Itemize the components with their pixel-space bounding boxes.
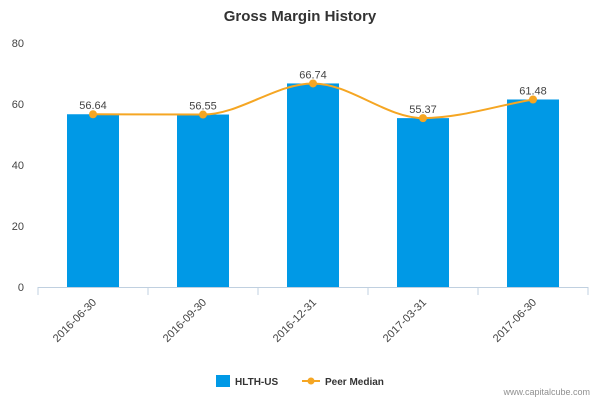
- bar-2016-09-30[interactable]: [177, 114, 229, 288]
- legend-item-bar-series[interactable]: HLTH-US: [216, 375, 278, 388]
- bar-2016-12-31[interactable]: [287, 83, 339, 288]
- bar-2017-06-30[interactable]: [507, 99, 559, 288]
- x-tick-label: 2017-03-31: [381, 297, 429, 345]
- y-tick-label: 60: [12, 99, 24, 111]
- legend-item-line-series[interactable]: Peer Median: [302, 377, 384, 388]
- data-label: 55.37: [409, 104, 437, 116]
- data-label: 56.64: [79, 100, 107, 112]
- x-axis: 2016-06-30 2016-09-30 2016-12-31 2017-03-31…: [37, 287, 589, 345]
- y-tick-label: 80: [12, 38, 24, 50]
- data-labels: 56.64 56.55 66.74 55.37 61.48: [79, 69, 547, 116]
- y-tick-label: 0: [18, 282, 24, 294]
- y-tick-label: 40: [12, 160, 24, 172]
- peer-median-point-2016-12-31[interactable]: [309, 79, 317, 88]
- peer-median-point-2016-09-30[interactable]: [199, 110, 207, 119]
- data-label: 61.48: [519, 85, 547, 97]
- legend[interactable]: HLTH-US Peer Median: [216, 375, 384, 388]
- x-tick-label: 2016-09-30: [161, 297, 209, 345]
- legend-bar-swatch: [216, 375, 230, 387]
- bar-series: [67, 83, 559, 288]
- legend-line-label: Peer Median: [325, 377, 384, 388]
- x-tick-label: 2017-06-30: [491, 297, 539, 345]
- x-tick-label: 2016-12-31: [271, 297, 319, 345]
- chart-title: Gross Margin History: [224, 8, 377, 25]
- x-tick-label: 2016-06-30: [51, 297, 99, 345]
- bar-2017-03-31[interactable]: [397, 118, 449, 288]
- line-series: [89, 79, 537, 123]
- peer-median-point-2017-06-30[interactable]: [529, 95, 537, 104]
- y-axis: 0 20 40 60 80: [12, 38, 24, 294]
- data-label: 66.74: [299, 69, 327, 81]
- peer-median-point-2017-03-31[interactable]: [419, 114, 427, 123]
- legend-bar-label: HLTH-US: [235, 377, 278, 388]
- legend-line-marker: [307, 377, 315, 385]
- peer-median-point-2016-06-30[interactable]: [89, 110, 97, 119]
- data-label: 56.55: [189, 101, 217, 113]
- bar-2016-06-30[interactable]: [67, 114, 119, 287]
- credit-text[interactable]: www.capitalcube.com: [502, 387, 590, 397]
- y-tick-label: 20: [12, 221, 24, 233]
